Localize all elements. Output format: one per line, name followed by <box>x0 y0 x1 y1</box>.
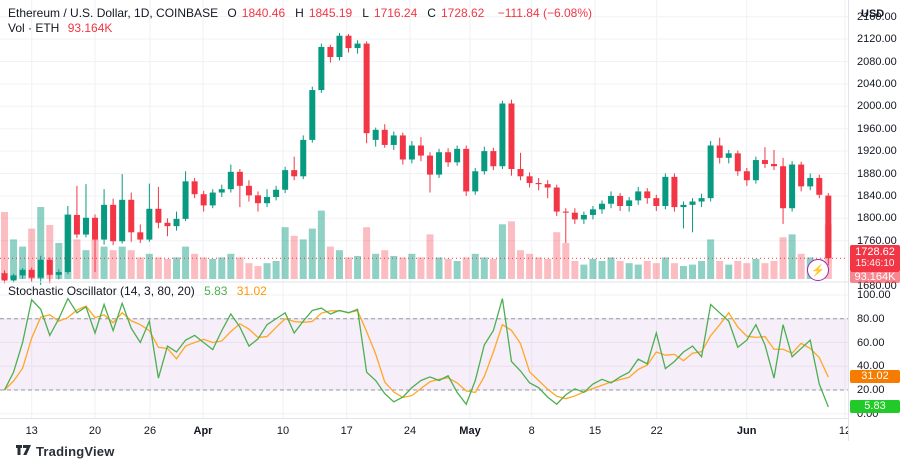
symbol-legend-row[interactable]: Ethereum / U.S. Dollar, 1D, COINBASE O 18… <box>8 6 592 21</box>
time-tick-label: 15 <box>588 425 602 437</box>
volume-label: Vol · ETH <box>8 21 60 35</box>
tradingview-logo-icon <box>16 445 31 455</box>
tradingview-watermark[interactable]: TradingView <box>16 444 115 459</box>
stoch-tick-label: 80.00 <box>857 312 885 325</box>
time-tick-label: Apr <box>193 425 213 437</box>
price-tick-label: 2160.00 <box>857 10 897 23</box>
flash-reaction-icon[interactable]: ⚡ <box>807 259 829 281</box>
price-tick-label: 1920.00 <box>857 145 897 158</box>
price-tick-label: 1960.00 <box>857 122 897 135</box>
stochastic-k-value: 5.83 <box>204 284 228 298</box>
stoch-tick-label: 60.00 <box>857 336 885 349</box>
price-tick-label: 2080.00 <box>857 55 897 68</box>
time-tick-label: May <box>459 425 481 437</box>
time-tick-label: 17 <box>340 425 353 437</box>
price-tick-label: 2000.00 <box>857 100 897 113</box>
stoch-tick-label: 20.00 <box>857 384 885 396</box>
stoch-tick-label: 40.00 <box>857 360 885 373</box>
price-tick-label: 1760.00 <box>857 234 897 247</box>
time-tick-label: 13 <box>25 425 38 437</box>
time-axis[interactable]: 13 20 26 Apr 10 17 24 May 8 15 22 Jun 12 <box>0 418 851 442</box>
price-tick-label: 2040.00 <box>857 77 897 90</box>
stochastic-k-badge: 5.83 <box>850 399 900 413</box>
volume-value: 93.164K <box>67 21 113 35</box>
ohlc-values: O 1840.46 H 1845.19 L 1716.24 C 1728.62 <box>227 6 485 20</box>
price-tick-label: 1840.00 <box>857 189 897 202</box>
price-tick-label: 1800.00 <box>857 212 897 225</box>
volume-badge: 93.164K <box>850 271 900 284</box>
price-tick-label: 2120.00 <box>857 33 897 46</box>
time-tick-label: 20 <box>88 425 102 437</box>
time-tick-label: 10 <box>276 425 290 437</box>
stochastic-d-badge: 31.02 <box>850 369 900 383</box>
stochastic-legend-row[interactable]: Stochastic Oscillator (14, 3, 80, 20) 5.… <box>8 284 267 299</box>
volume-legend-row[interactable]: Vol · ETH 93.164K <box>8 21 112 36</box>
symbol-title[interactable]: Ethereum / U.S. Dollar, 1D, COINBASE <box>8 6 219 20</box>
price-axis[interactable]: USD 2160.00 2120.00 2080.00 2040.00 2000.00 1… <box>848 0 900 441</box>
change-value: −111.84 (−6.08%) <box>497 6 592 20</box>
time-tick-label: 22 <box>650 425 663 437</box>
last-price-value: 1728.62 <box>855 246 895 259</box>
time-tick-label: 24 <box>403 425 417 437</box>
price-tick-label: 1880.00 <box>857 167 897 180</box>
bar-countdown: 15:46:10 <box>855 258 895 270</box>
stochastic-d-value: 31.02 <box>236 284 267 298</box>
stochastic-title[interactable]: Stochastic Oscillator (14, 3, 80, 20) <box>8 284 195 298</box>
currency-label: USD <box>861 8 885 20</box>
time-tick-label: 26 <box>143 425 157 437</box>
lightning-icon: ⚡ <box>811 264 825 277</box>
watermark-text: TradingView <box>36 444 115 459</box>
last-price-badge: 1728.62 15:46:10 <box>850 245 900 273</box>
main-chart[interactable] <box>0 0 848 418</box>
stoch-tick-label: 100.00 <box>857 289 891 301</box>
time-tick-label: Jun <box>736 425 757 437</box>
time-tick-label: 8 <box>528 425 535 437</box>
